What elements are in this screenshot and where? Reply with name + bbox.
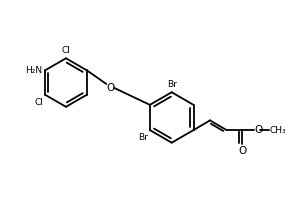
Text: CH₃: CH₃ — [269, 126, 286, 135]
Text: H₂N: H₂N — [25, 66, 42, 75]
Text: Cl: Cl — [34, 98, 43, 107]
Text: Br: Br — [167, 80, 177, 89]
Text: O: O — [255, 125, 263, 135]
Text: Br: Br — [138, 133, 148, 142]
Text: Cl: Cl — [61, 46, 70, 55]
Text: O: O — [106, 83, 114, 93]
Text: O: O — [238, 146, 246, 156]
